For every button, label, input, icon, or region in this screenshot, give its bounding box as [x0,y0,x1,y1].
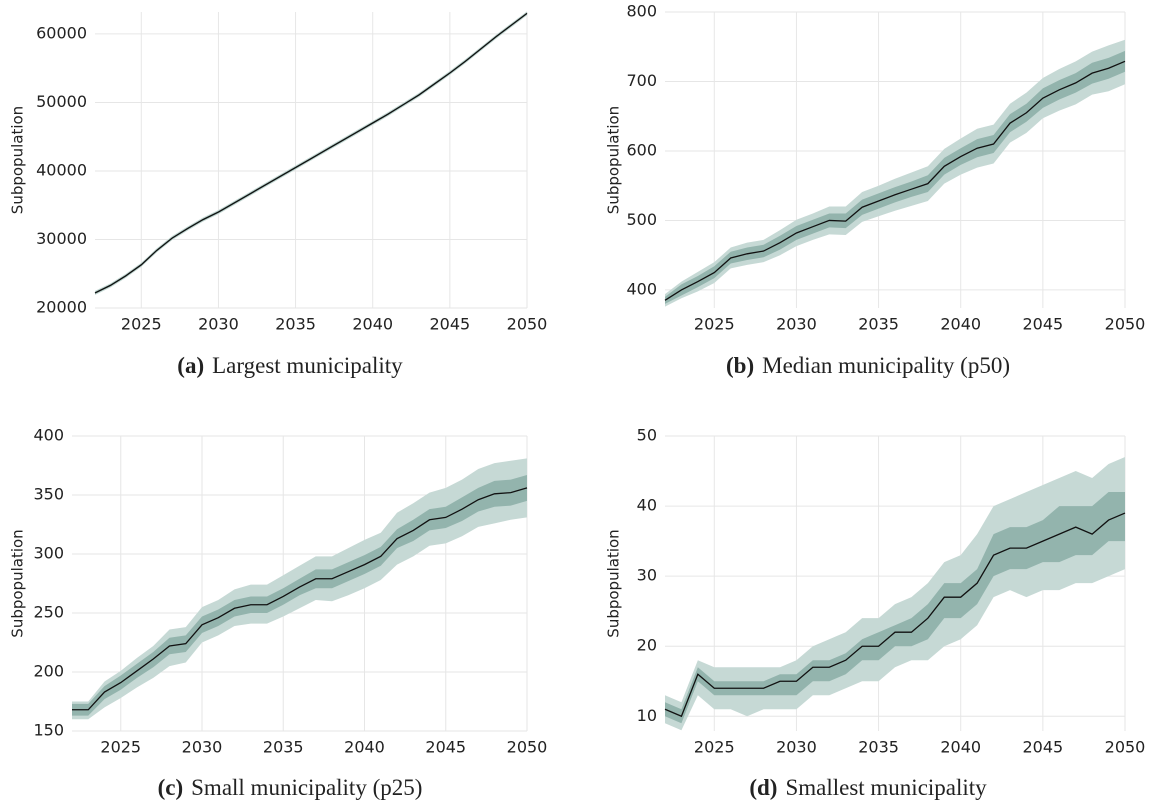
y-tick-label: 20000 [36,298,87,317]
x-tick-label: 2045 [429,315,470,334]
y-tick-label: 800 [626,2,657,21]
median-line [94,12,528,294]
median-line [664,512,1126,718]
x-tick-label: 2030 [198,315,239,334]
y-axis-label: Subpopulation [9,106,27,214]
y-tick-label: 150 [33,721,64,740]
y-tick-label: 200 [33,662,64,681]
caption-label: (b) [726,353,754,378]
x-tick-label: 2035 [858,315,899,334]
x-tick-label: 2040 [352,315,393,334]
y-tick-label: 40000 [36,160,87,179]
y-tick-label: 40 [637,496,657,515]
x-tick-label: 2035 [858,738,899,757]
x-tick-label: 2040 [940,315,981,334]
y-tick-label: 700 [626,71,657,90]
uncertainty-band [95,12,527,294]
panel: 2025 2030 2035 2040 2045 2050 20000 30000 40000 5… [9,11,548,378]
x-tick-label: 2050 [507,315,548,334]
y-axis-label: Subpopulation [9,529,27,637]
x-tick-label: 2030 [776,738,817,757]
x-tick-label: 2025 [121,315,162,334]
caption: (d) Smallest municipality [749,775,987,800]
y-tick-label: 20 [637,636,657,655]
y-tick-label: 50000 [36,92,87,111]
y-tick-label: 400 [626,279,657,298]
x-tick-label: 2025 [694,738,735,757]
y-tick-label: 30 [637,566,657,585]
x-tick-label: 2035 [263,738,304,757]
caption-label: (c) [158,775,184,800]
x-tick-label: 2050 [1105,738,1146,757]
panel: 2025 2030 2035 2040 2045 20501020304050Subpop… [605,426,1146,801]
caption-text: Largest municipality [212,353,403,378]
uncertainty-band [665,492,1125,724]
y-tick-label: 300 [33,544,64,563]
x-tick-label: 2025 [100,738,141,757]
x-tick-label: 2050 [507,738,548,757]
y-tick-label: 30000 [36,229,87,248]
x-tick-label: 2035 [275,315,316,334]
median-line [664,60,1126,301]
uncertainty-band [665,50,1125,304]
uncertainty-band [665,457,1125,731]
y-tick-label: 600 [626,140,657,159]
caption: (c) Small municipality (p25) [158,775,423,800]
median-line [72,487,528,711]
caption-label: (a) [177,353,204,378]
panel: 2025 2030 2035 2040 2045 2050 150 200 250 300 350 4… [9,426,548,801]
uncertainty-band [665,39,1125,307]
y-tick-label: 10 [637,706,657,725]
x-tick-label: 2045 [425,738,466,757]
y-tick-label: 250 [33,603,64,622]
x-tick-label: 2050 [1105,315,1146,334]
y-axis-label: Subpopulation [605,106,623,214]
y-axis-label: Subpopulation [605,529,623,637]
panel: 2025 2030 2035 2040 2045 2050 400 500 600 700 800 S… [605,2,1146,379]
x-tick-label: 2045 [1022,315,1063,334]
caption: (b) Median municipality (p50) [726,353,1010,378]
caption-text: Median municipality (p50) [762,353,1010,378]
x-tick-label: 2025 [694,315,735,334]
uncertainty-band [72,474,527,716]
uncertainty-band [95,11,527,295]
x-tick-label: 2040 [344,738,385,757]
caption-label: (d) [749,775,777,800]
x-tick-label: 2030 [776,315,817,334]
y-tick-label: 500 [626,210,657,229]
y-tick-label: 50 [637,426,657,445]
x-tick-label: 2040 [940,738,981,757]
y-tick-label: 400 [33,426,64,445]
caption: (a) Largest municipality [177,353,403,378]
x-tick-label: 2045 [1022,738,1063,757]
y-tick-label: 350 [33,485,64,504]
y-tick-label: 60000 [36,23,87,42]
caption-text: Smallest municipality [785,775,987,800]
x-tick-label: 2030 [182,738,223,757]
caption-text: Small municipality (p25) [191,775,422,800]
